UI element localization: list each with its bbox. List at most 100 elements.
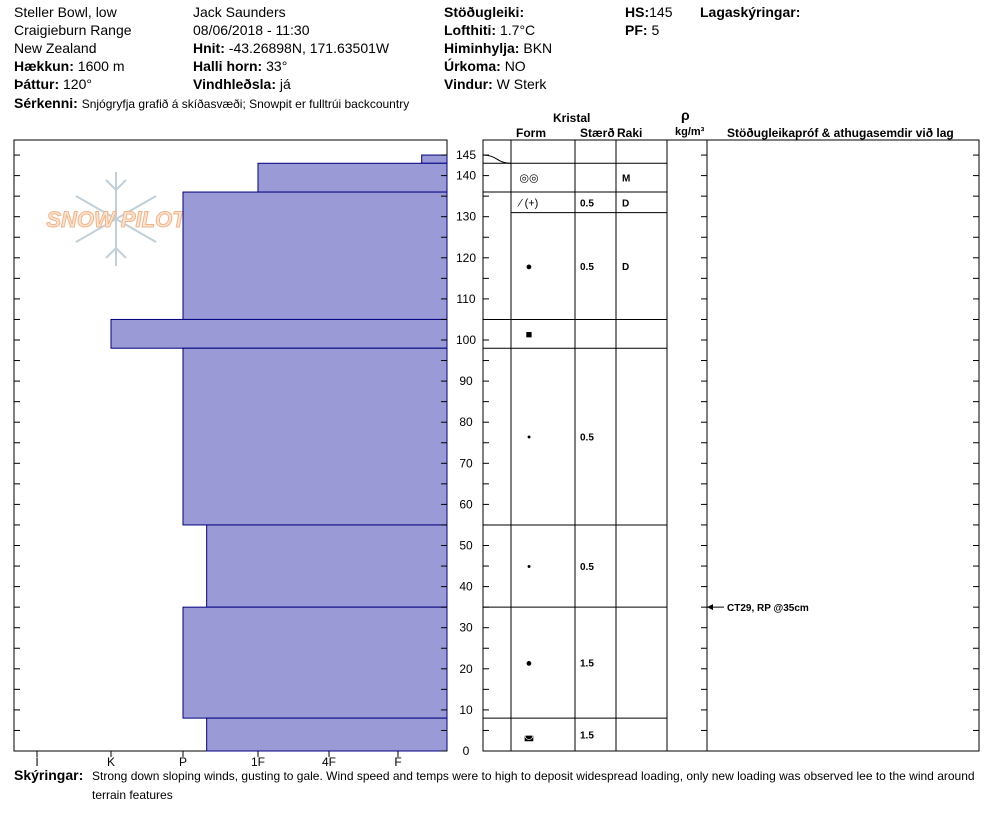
wind: Vindur: W Sterk	[444, 76, 546, 92]
airtemp-value: 1.7°C	[499, 22, 536, 38]
observer: Jack Saunders	[193, 4, 286, 20]
hardness-tick-label: I	[35, 755, 38, 769]
airtemp: Lofthiti: 1.7°C	[444, 22, 535, 38]
col-size: Stærð	[580, 126, 615, 140]
sky-value: BKN	[523, 40, 553, 56]
hardness-layer-bar	[110, 318, 448, 349]
col-rho: ρ	[681, 107, 690, 123]
depth-tick-label: 0	[463, 744, 470, 758]
aspect-label: Þáttur:	[14, 76, 60, 92]
depth-tick-label: 120	[456, 251, 476, 265]
precip-value: NO	[504, 58, 526, 74]
coords-value: -43.26898N, 171.63501W	[228, 40, 390, 56]
hardness-tick-label: 1F	[251, 755, 265, 769]
crystal-form-symbol: ●	[526, 658, 533, 670]
hardness-layer-bar	[206, 717, 448, 752]
pf-label: PF:	[625, 22, 648, 38]
depth-tick-label: 70	[459, 456, 473, 470]
notes-label: Skýringar:	[14, 767, 84, 783]
sky: Himinhylja: BKN	[444, 40, 552, 56]
airtemp-label: Lofthiti:	[444, 22, 497, 38]
depth-tick-label: 130	[456, 210, 476, 224]
crystal-size: 1.5	[580, 659, 594, 670]
hs-value: 145	[649, 4, 673, 20]
col-moisture: Raki	[617, 126, 643, 140]
hardness-tick-label: F	[394, 755, 401, 769]
logo-text: SNOW PILOT	[46, 207, 187, 232]
stability-tests: CT29, RP @35cm	[707, 603, 809, 614]
depth-tick-label: 60	[459, 497, 473, 511]
sky-label: Himinhylja:	[444, 40, 520, 56]
features-label: Sérkenni:	[14, 95, 78, 111]
depth-tick-label: 90	[459, 374, 473, 388]
hardness-layer-bar	[257, 162, 448, 193]
layer-connector	[482, 154, 512, 164]
location: Steller Bowl, low	[14, 4, 117, 20]
depth-tick-label: 20	[459, 662, 473, 676]
coords: Hnit: -43.26898N, 171.63501W	[193, 40, 389, 56]
crystal-size: 0.5	[580, 562, 594, 573]
hardness-layer-bar	[182, 347, 448, 526]
stability-label: Stöðugleiki:	[444, 4, 525, 20]
elevation-value: 1600 m	[77, 58, 125, 74]
crystal-size: 0.5	[580, 433, 594, 444]
depth-tick-label: 40	[459, 580, 473, 594]
hardness-layer-bar	[182, 606, 448, 719]
test-arrow-head	[707, 604, 713, 611]
precip: Úrkoma: NO	[444, 58, 526, 74]
precip-label: Úrkoma:	[444, 58, 501, 74]
slope-label: Halli horn:	[193, 58, 263, 74]
depth-tick-label: 110	[456, 292, 475, 306]
depth-tick-label: 80	[459, 415, 473, 429]
col-density-unit: kg/m³	[675, 126, 705, 138]
wind-value: W Sterk	[496, 76, 547, 92]
features: Sérkenni: Snjógryfja grafið á skíðasvæði…	[14, 95, 409, 112]
datetime: 08/06/2018 - 11:30	[193, 22, 310, 38]
slope: Halli horn: 33°	[193, 58, 287, 74]
depth-tick-label: 140	[456, 169, 476, 183]
depth-axis: 0 10 20 30 40 50 60 70 80 90 100 110 120 130 140 145	[14, 148, 979, 758]
coords-label: Hnit:	[193, 40, 225, 56]
crystal-moisture: M	[622, 174, 630, 185]
notes-line2: terrain features	[92, 788, 173, 802]
crystal-form-symbol: •	[527, 432, 531, 444]
hardness-axis: I K P 1F 4F F	[35, 751, 402, 769]
test-label: CT29, RP @35cm	[727, 603, 809, 614]
crystal-form-symbol: •	[527, 561, 531, 573]
crystal-size: 1.5	[580, 731, 594, 742]
hardness-layer-bar	[206, 524, 448, 608]
crystal-moisture: D	[622, 198, 629, 209]
windload-label: Vindhleðsla:	[193, 76, 276, 92]
hs-label: HS:	[625, 4, 650, 20]
depth-tick-label: 145	[456, 148, 476, 162]
snowflake-icon	[75, 172, 157, 266]
col-form: Form	[516, 126, 546, 140]
depth-tick-label: 100	[456, 333, 476, 347]
crystal-table	[482, 139, 980, 752]
windload-value: já	[279, 76, 291, 92]
crystal-form-symbol: ●	[526, 261, 533, 273]
crystal-size: 0.5	[580, 262, 594, 273]
hardness-tick-label: 4F	[322, 755, 336, 769]
notes-line1: Strong down sloping winds, gusting to ga…	[92, 769, 975, 783]
crystal-form-symbol: ◛	[524, 730, 535, 742]
country: New Zealand	[14, 40, 97, 56]
windload: Vindhleðsla: já	[193, 76, 291, 92]
crystal-moisture: D	[622, 262, 629, 273]
crystal-form-symbol: ■	[526, 329, 533, 341]
hardness-layer-bar	[182, 191, 448, 320]
depth-tick-label: 30	[459, 621, 473, 635]
crystal-size: 0.5	[580, 198, 594, 209]
hardness-tick-label: K	[107, 755, 115, 769]
slope-value: 33°	[266, 58, 288, 74]
features-value: Snjógryfja grafið á skíðasvæði; Snowpit …	[81, 97, 410, 111]
elevation-label: Hækkun:	[14, 58, 74, 74]
aspect: Þáttur: 120°	[14, 76, 92, 92]
crystal-form-symbol: ◎◎	[519, 173, 538, 185]
crystal-rows: ◎◎ M ⁄ (+) 0.5 D ● 0.5 D ■ • 0.5 • 0.5 ● 1.5 ◛ 1.5	[511, 162, 667, 742]
hardness-layer-bar	[421, 154, 448, 164]
aspect-value: 120°	[63, 76, 92, 92]
stability: Stöðugleiki:	[444, 4, 524, 20]
depth-tick-label: 10	[459, 703, 473, 717]
